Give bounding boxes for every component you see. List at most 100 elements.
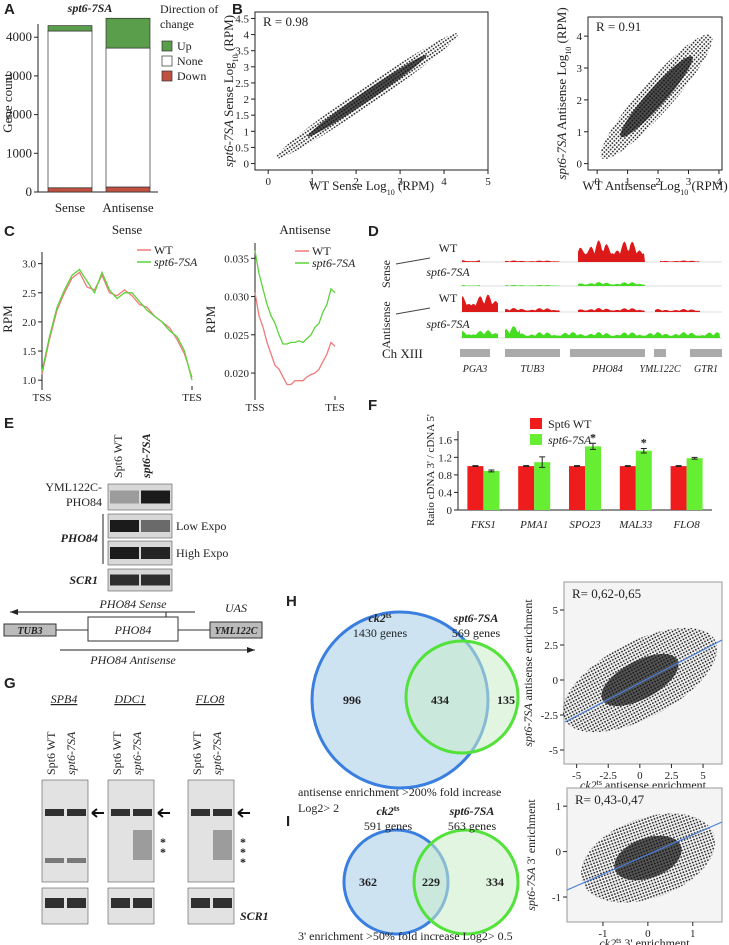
- gene-label: YML122C: [639, 364, 680, 375]
- label-part: WT Antisense Log: [582, 178, 680, 193]
- blot-band: [45, 898, 64, 908]
- legend-swatch: [161, 55, 173, 67]
- y-axis-label: Gene count: [0, 73, 15, 133]
- annotation: *: [240, 835, 246, 849]
- y-tick-label: 0: [553, 675, 559, 687]
- annotation: *: [590, 430, 596, 444]
- x-axis-label: ck2ts 3' enrichment: [599, 936, 690, 945]
- label-part: ck2: [376, 804, 393, 818]
- venn-count: 434: [431, 693, 449, 707]
- legend-label: Up: [177, 39, 192, 53]
- row-label: SCR1: [69, 573, 98, 587]
- bar: [47, 187, 93, 193]
- y-tick-label: 1: [577, 127, 583, 139]
- y-axis-label: RPM: [0, 305, 15, 333]
- blot-band: [213, 809, 232, 816]
- y-tick-label: 0.5: [235, 142, 249, 154]
- annotation: Log2> 2: [298, 801, 339, 815]
- y-tick-label: 1: [556, 801, 562, 813]
- x-tick-label: 5: [700, 770, 706, 782]
- blot-band: [213, 898, 232, 908]
- y-tick-label: 0.4: [438, 487, 452, 499]
- blot-smear: [213, 830, 232, 860]
- x-tick-label: 4: [441, 176, 447, 188]
- bar: [105, 47, 151, 188]
- y-tick-label: 2.5: [22, 288, 36, 300]
- y-tick-label: 3000: [6, 68, 32, 83]
- bar: [534, 462, 551, 510]
- blot-band: [67, 898, 86, 908]
- blot-band: [111, 809, 130, 816]
- bar: [47, 30, 93, 189]
- x-tick-label: FLO8: [672, 519, 700, 531]
- arrow: [157, 808, 170, 818]
- annotation: *: [160, 845, 166, 859]
- bar: [105, 17, 151, 49]
- venn-count: 229: [422, 875, 440, 889]
- gene-bar: [570, 349, 645, 357]
- chart-title: Sense: [112, 222, 143, 237]
- blot-band: [191, 898, 210, 908]
- x-tick-label: Sense: [55, 200, 86, 215]
- arrowhead: [10, 609, 18, 615]
- blot-band: [45, 858, 64, 863]
- bar: [47, 25, 93, 32]
- y-tick-label: 2.5: [544, 640, 558, 652]
- blot-band: [141, 490, 170, 504]
- legend-label: WT: [312, 244, 331, 258]
- blot-band: [110, 520, 139, 532]
- blot-band: [141, 574, 170, 586]
- label-part: spt6-7SA: [554, 133, 569, 180]
- label-part: Antisense Log: [554, 54, 569, 132]
- set-label: ck2ts: [376, 804, 399, 819]
- row-label: SCR1: [240, 909, 269, 923]
- panel-label: A: [4, 1, 15, 18]
- label-part: antisense enrichment: [521, 599, 535, 704]
- y-tick-label: 2.0: [22, 317, 36, 329]
- gene-label: FLO8: [195, 692, 225, 706]
- x-tick-label: Antisense: [102, 200, 154, 215]
- blot-band: [110, 547, 139, 559]
- label-part: 10: [680, 188, 688, 197]
- coverage-track: [655, 309, 700, 312]
- legend-label: spt6-7SA: [312, 256, 356, 270]
- bar: [518, 466, 535, 510]
- blot-band: [133, 898, 152, 908]
- annotation: UAS: [225, 601, 247, 615]
- label-part: ck2: [368, 611, 385, 625]
- line: [41, 268, 193, 381]
- chart-title: spt6-7SA: [67, 1, 113, 15]
- legend-swatch: [161, 40, 173, 52]
- x-tick-label: SPO23: [569, 519, 601, 531]
- gene-label: PHO84: [114, 623, 152, 637]
- bar: [619, 466, 636, 510]
- set-label: 569 genes: [452, 626, 501, 640]
- legend-swatch: [530, 418, 542, 429]
- label-part: (RPM): [554, 7, 569, 46]
- line: [254, 292, 336, 386]
- row-label: PHO84: [61, 531, 98, 545]
- blot-band: [141, 520, 170, 532]
- legend-label: spt6-7SA: [548, 433, 592, 447]
- panel-label: E: [4, 415, 14, 432]
- label-part: (RPM): [688, 178, 727, 193]
- y-axis-label: spt6-7SA antisense enrichment: [521, 599, 535, 747]
- set-label: ck2ts: [368, 611, 391, 626]
- x-tick-label: MAL33: [618, 519, 653, 531]
- panel-label: C: [4, 223, 15, 240]
- row-label: spt6-7SA: [426, 265, 470, 279]
- set-label: 591 genes: [364, 819, 413, 833]
- legend-label: Down: [177, 69, 206, 83]
- group-line: [395, 257, 431, 265]
- gene-label: PHO84: [591, 364, 623, 375]
- bar: [670, 466, 687, 510]
- y-tick-label: -5: [549, 745, 559, 757]
- error-bar: [539, 456, 546, 468]
- annotation: R = 0.98: [263, 14, 308, 29]
- panel-label: H: [286, 593, 297, 610]
- coverage-track: [520, 332, 720, 338]
- coverage-track: [462, 285, 480, 286]
- x-tick-label: 5: [485, 176, 491, 188]
- panel-label: B: [232, 1, 243, 18]
